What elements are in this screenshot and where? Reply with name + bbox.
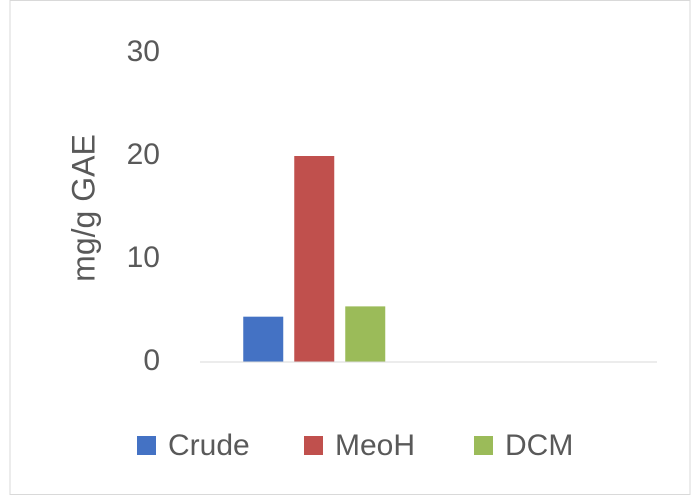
chart-border bbox=[9, 0, 691, 495]
legend-label: DCM bbox=[505, 429, 573, 462]
legend-swatch bbox=[304, 436, 323, 455]
bar bbox=[294, 156, 335, 362]
legend-label: Crude bbox=[168, 429, 250, 462]
legend-swatch bbox=[474, 436, 493, 455]
bar bbox=[243, 316, 284, 362]
legend-label: MeoH bbox=[335, 429, 415, 462]
bar bbox=[345, 306, 386, 362]
legend-swatch bbox=[137, 436, 156, 455]
y-axis-label: mg/g GAE bbox=[65, 134, 101, 282]
y-tick-label: 10 bbox=[127, 241, 160, 274]
y-tick-label: 20 bbox=[127, 138, 160, 171]
y-tick-label: 30 bbox=[127, 35, 160, 68]
y-tick-label: 0 bbox=[143, 344, 160, 377]
